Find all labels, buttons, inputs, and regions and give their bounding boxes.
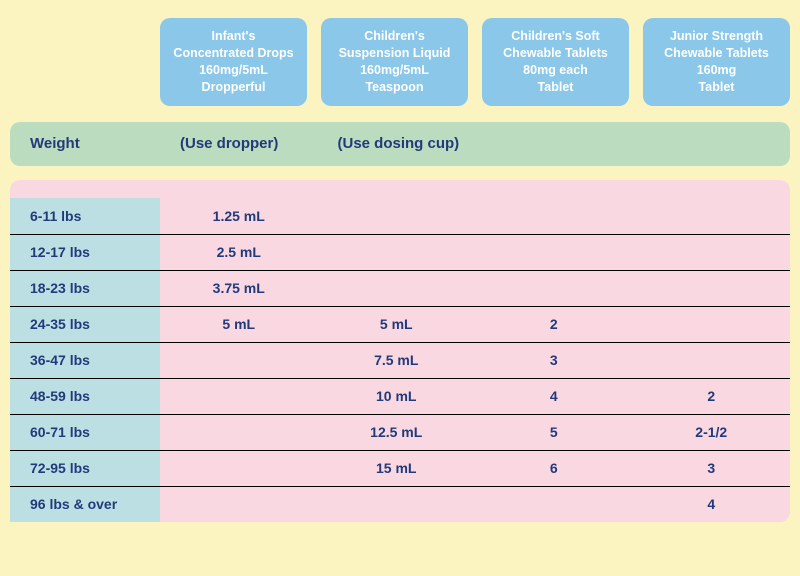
dose-cell: 2-1/2 bbox=[633, 424, 791, 440]
table-row: 36-47 lbs 7.5 mL3 bbox=[10, 342, 790, 378]
weight-cell: 12-17 lbs bbox=[10, 235, 160, 270]
dose-cell: 6 bbox=[475, 460, 633, 476]
weight-cell: 6-11 lbs bbox=[10, 198, 160, 234]
header-infants-drops: Infant'sConcentrated Drops160mg/5mLDropp… bbox=[160, 18, 307, 106]
weight-cell: 18-23 lbs bbox=[10, 271, 160, 306]
subheader-weight: Weight bbox=[10, 135, 160, 152]
weight-cell: 36-47 lbs bbox=[10, 343, 160, 378]
weight-cell: 48-59 lbs bbox=[10, 379, 160, 414]
dose-cell: 3.75 mL bbox=[160, 280, 318, 296]
dose-cell: 2 bbox=[475, 316, 633, 332]
dosage-chart: Infant'sConcentrated Drops160mg/5mLDropp… bbox=[0, 0, 800, 576]
table-row: 12-17 lbs2.5 mL bbox=[10, 234, 790, 270]
table-row: 72-95 lbs 15 mL63 bbox=[10, 450, 790, 486]
dose-cell: 2.5 mL bbox=[160, 244, 318, 260]
product-header-row: Infant'sConcentrated Drops160mg/5mLDropp… bbox=[160, 18, 790, 106]
dose-cell: 4 bbox=[633, 496, 791, 512]
table-row: 6-11 lbs1.25 mL bbox=[10, 198, 790, 234]
table-row: 96 lbs & over 4 bbox=[10, 486, 790, 522]
dose-cell: 2 bbox=[633, 388, 791, 404]
dose-cell: 5 bbox=[475, 424, 633, 440]
weight-cell: 96 lbs & over bbox=[10, 487, 160, 522]
dose-cell: 15 mL bbox=[318, 460, 476, 476]
dose-cell: 1.25 mL bbox=[160, 208, 318, 224]
dose-cell: 5 mL bbox=[318, 316, 476, 332]
header-childrens-liquid: Children'sSuspension Liquid160mg/5mLTeas… bbox=[321, 18, 468, 106]
table-row: 60-71 lbs 12.5 mL52-1/2 bbox=[10, 414, 790, 450]
weight-cell: 72-95 lbs bbox=[10, 451, 160, 486]
dose-cell: 3 bbox=[633, 460, 791, 476]
subheader-col-1: (Use dosing cup) bbox=[318, 135, 476, 152]
dosage-table-body: 6-11 lbs1.25 mL12-17 lbs2.5 mL18-23 lbs3… bbox=[10, 180, 790, 522]
table-row: 18-23 lbs3.75 mL bbox=[10, 270, 790, 306]
header-junior-chew: Junior StrengthChewable Tablets160mgTabl… bbox=[643, 18, 790, 106]
weight-cell: 24-35 lbs bbox=[10, 307, 160, 342]
dose-cell: 3 bbox=[475, 352, 633, 368]
table-row: 48-59 lbs 10 mL42 bbox=[10, 378, 790, 414]
header-childrens-chew: Children's SoftChewable Tablets80mg each… bbox=[482, 18, 629, 106]
subheader-col-0: (Use dropper) bbox=[160, 135, 318, 152]
weight-cell: 60-71 lbs bbox=[10, 415, 160, 450]
dose-cell: 12.5 mL bbox=[318, 424, 476, 440]
table-row: 24-35 lbs5 mL5 mL2 bbox=[10, 306, 790, 342]
dose-cell: 10 mL bbox=[318, 388, 476, 404]
dose-cell: 7.5 mL bbox=[318, 352, 476, 368]
dose-cell: 5 mL bbox=[160, 316, 318, 332]
dose-cell: 4 bbox=[475, 388, 633, 404]
subheader-row: Weight (Use dropper) (Use dosing cup) bbox=[10, 122, 790, 166]
